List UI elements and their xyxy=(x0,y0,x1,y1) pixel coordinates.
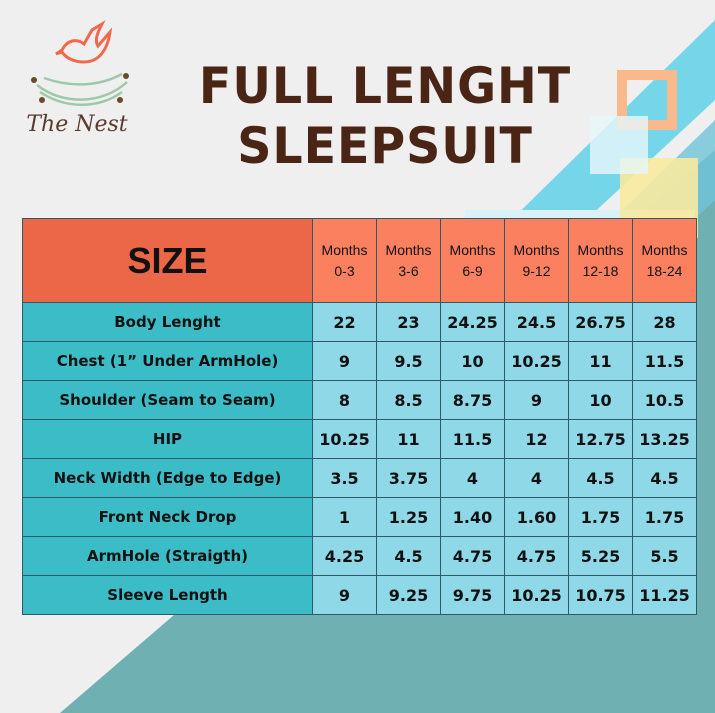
value-cell: 1 xyxy=(312,497,377,537)
row-label: Body Lenght xyxy=(22,302,313,342)
row-label: ArmHole (Straigth) xyxy=(22,536,313,576)
value-cell: 23 xyxy=(376,302,441,342)
table-row: Shoulder (Seam to Seam) 8 8.5 8.75 9 10 10.5 xyxy=(22,380,697,420)
value-cell: 12.75 xyxy=(568,419,633,459)
brand-name: The Nest xyxy=(26,112,128,137)
column-header-line2: 3-6 xyxy=(398,262,419,279)
value-cell: 28 xyxy=(632,302,697,342)
value-cell: 1.75 xyxy=(632,497,697,537)
value-cell: 10.75 xyxy=(568,575,633,615)
value-cell: 5.25 xyxy=(568,536,633,576)
table-row: Neck Width (Edge to Edge) 3.5 3.75 4 4 4.5 4.5 xyxy=(22,458,697,498)
value-cell: 5.5 xyxy=(632,536,697,576)
value-cell: 10 xyxy=(440,341,505,381)
value-cell: 1.60 xyxy=(504,497,569,537)
column-header-line1: Months xyxy=(449,241,496,258)
value-cell: 9.25 xyxy=(376,575,441,615)
header-row: SIZE Months 0-3 Months 3-6 Months 6-9 Month… xyxy=(22,218,697,303)
value-cell: 4.5 xyxy=(632,458,697,498)
value-cell: 12 xyxy=(504,419,569,459)
value-cell: 4.75 xyxy=(440,536,505,576)
value-cell: 22 xyxy=(312,302,377,342)
value-cell: 10.25 xyxy=(312,419,377,459)
value-cell: 10.25 xyxy=(504,575,569,615)
white-stripe xyxy=(465,210,695,218)
column-header-line1: Months xyxy=(321,241,368,258)
column-header: Months 12-18 xyxy=(568,218,633,303)
value-cell: 4 xyxy=(440,458,505,498)
column-header-line2: 6-9 xyxy=(462,262,483,279)
value-cell: 4.5 xyxy=(376,536,441,576)
value-cell: 10.25 xyxy=(504,341,569,381)
value-cell: 8 xyxy=(312,380,377,420)
row-label: Shoulder (Seam to Seam) xyxy=(22,380,313,420)
table-row: HIP 10.25 11 11.5 12 12.75 13.25 xyxy=(22,419,697,459)
row-label: Sleeve Length xyxy=(22,575,313,615)
value-cell: 1.40 xyxy=(440,497,505,537)
value-cell: 3.75 xyxy=(376,458,441,498)
column-header-line2: 9-12 xyxy=(522,262,551,279)
value-cell: 11.25 xyxy=(632,575,697,615)
value-cell: 9.75 xyxy=(440,575,505,615)
value-cell: 10.5 xyxy=(632,380,697,420)
table-row: Body Lenght 22 23 24.25 24.5 26.75 28 xyxy=(22,302,697,342)
table-row: ArmHole (Straigth) 4.25 4.5 4.75 4.75 5.25 5.5 xyxy=(22,536,697,576)
value-cell: 3.5 xyxy=(312,458,377,498)
value-cell: 1.25 xyxy=(376,497,441,537)
nest-icon xyxy=(36,72,128,106)
value-cell: 9 xyxy=(312,575,377,615)
value-cell: 24.5 xyxy=(504,302,569,342)
column-header-line1: Months xyxy=(577,241,624,258)
value-cell: 11.5 xyxy=(632,341,697,381)
row-label: HIP xyxy=(22,419,313,459)
value-cell: 26.75 xyxy=(568,302,633,342)
title-line-2: SLEEPSUIT xyxy=(237,117,533,175)
value-cell: 11 xyxy=(376,419,441,459)
value-cell: 4 xyxy=(504,458,569,498)
table-row: Chest (1” Under ArmHole) 9 9.5 10 10.25 11 11.… xyxy=(22,341,697,381)
value-cell: 1.75 xyxy=(568,497,633,537)
value-cell: 10 xyxy=(568,380,633,420)
value-cell: 8.5 xyxy=(376,380,441,420)
value-cell: 13.25 xyxy=(632,419,697,459)
row-label: Front Neck Drop xyxy=(22,497,313,537)
value-cell: 9 xyxy=(312,341,377,381)
page-title: FULL LENGHT SLEEPSUIT xyxy=(162,56,609,176)
row-label: Chest (1” Under ArmHole) xyxy=(22,341,313,381)
title-line-1: FULL LENGHT xyxy=(198,57,572,115)
value-cell: 9 xyxy=(504,380,569,420)
column-header: Months 18-24 xyxy=(632,218,697,303)
column-header-line1: Months xyxy=(513,241,560,258)
white-square xyxy=(590,116,648,174)
value-cell: 4.5 xyxy=(568,458,633,498)
table-row: Sleeve Length 9 9.25 9.75 10.25 10.75 11.25 xyxy=(22,575,697,615)
column-header-line1: Months xyxy=(385,241,432,258)
column-header: Months 6-9 xyxy=(440,218,505,303)
size-chart-table: SIZE Months 0-3 Months 3-6 Months 6-9 Month… xyxy=(22,218,697,615)
bird-icon xyxy=(55,20,113,64)
value-cell: 11.5 xyxy=(440,419,505,459)
table-row: Front Neck Drop 1 1.25 1.40 1.60 1.75 1.75 xyxy=(22,497,697,537)
column-header-line2: 12-18 xyxy=(582,262,619,279)
value-cell: 4.75 xyxy=(504,536,569,576)
value-cell: 24.25 xyxy=(440,302,505,342)
value-cell: 9.5 xyxy=(376,341,441,381)
the-nest-logo xyxy=(31,20,129,106)
column-header: Months 3-6 xyxy=(376,218,441,303)
value-cell: 8.75 xyxy=(440,380,505,420)
value-cell: 11 xyxy=(568,341,633,381)
column-header-line2: 18-24 xyxy=(646,262,683,279)
column-header: Months 9-12 xyxy=(504,218,569,303)
row-label: Neck Width (Edge to Edge) xyxy=(22,458,313,498)
value-cell: 4.25 xyxy=(312,536,377,576)
column-header-line1: Months xyxy=(641,241,688,258)
column-header-line2: 0-3 xyxy=(334,262,355,279)
size-header: SIZE xyxy=(22,218,313,303)
column-header: Months 0-3 xyxy=(312,218,377,303)
